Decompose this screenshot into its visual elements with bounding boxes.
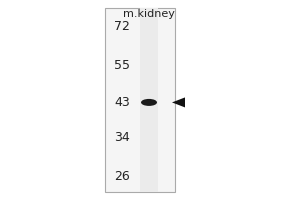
Polygon shape [172,97,185,107]
Text: 26: 26 [114,170,130,184]
Text: 34: 34 [114,131,130,144]
Ellipse shape [141,99,157,106]
Text: m.kidney: m.kidney [123,9,175,19]
Text: 55: 55 [114,59,130,72]
Text: 43: 43 [114,96,130,109]
Bar [105,8,175,192]
Text: 72: 72 [114,20,130,32]
Bar [140,8,158,192]
